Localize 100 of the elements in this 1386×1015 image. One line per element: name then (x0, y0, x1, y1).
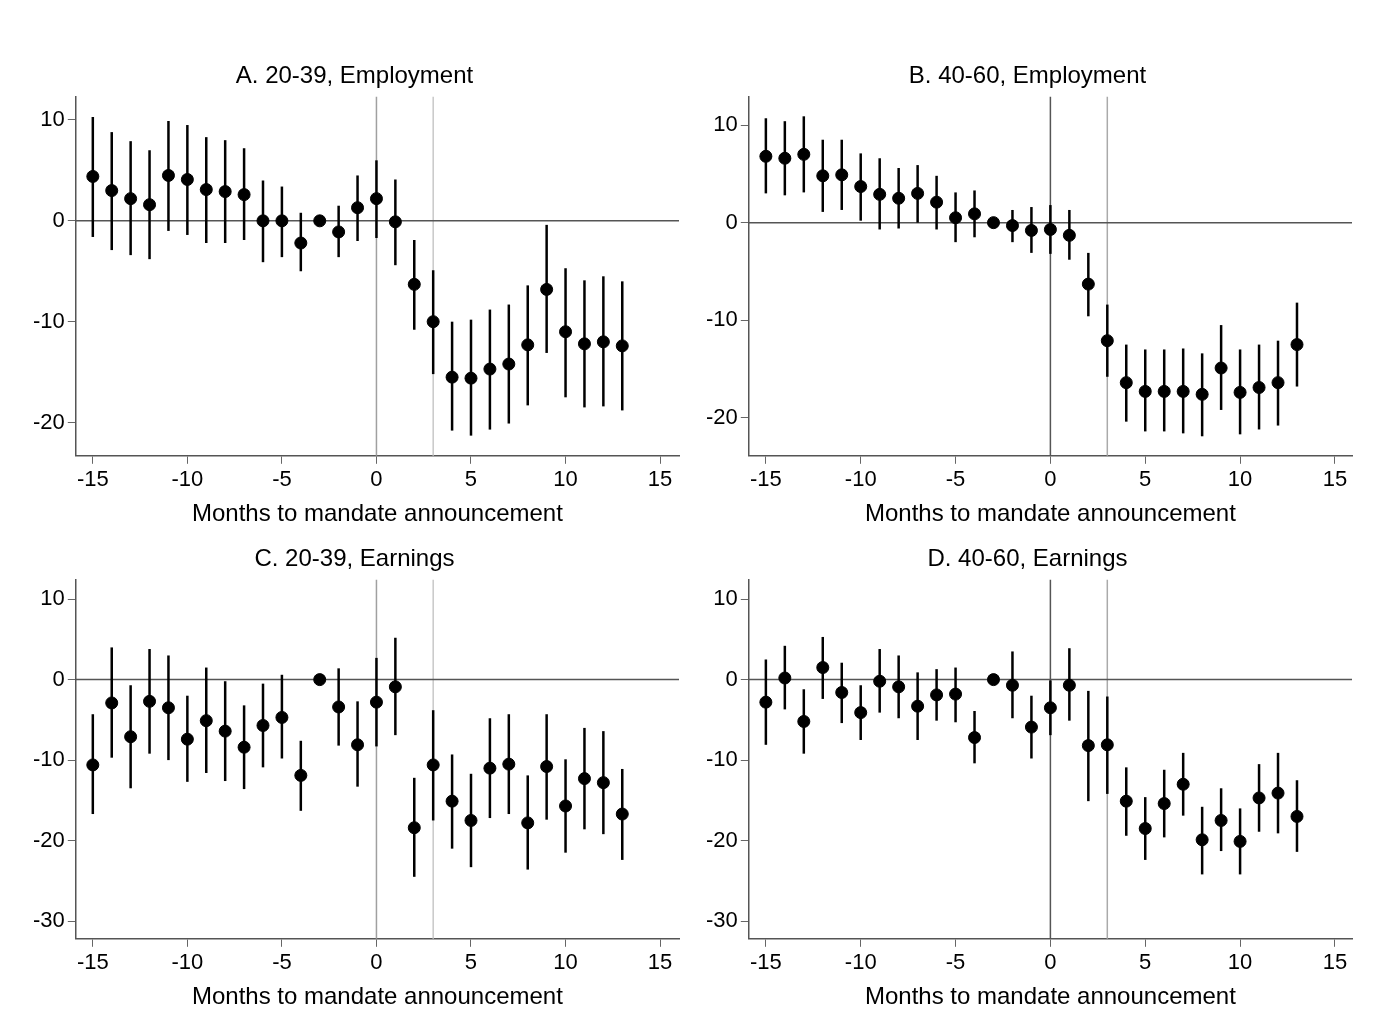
point (615, 339, 629, 353)
point (1157, 384, 1171, 398)
point (351, 201, 365, 215)
point (1005, 219, 1019, 233)
point (854, 706, 868, 720)
point (199, 714, 213, 728)
point (521, 816, 535, 830)
point (86, 169, 100, 183)
point (199, 183, 213, 197)
point (986, 673, 1000, 687)
point (483, 761, 497, 775)
point (1119, 794, 1133, 808)
x-tick-label: 5 (464, 466, 478, 492)
x-tick-label: -15 (76, 466, 109, 492)
x-tick-label: -10 (171, 466, 204, 492)
point (464, 813, 478, 827)
point (1214, 813, 1228, 827)
point (1176, 384, 1190, 398)
point (180, 732, 194, 746)
point (911, 186, 925, 200)
point (892, 191, 906, 205)
y-tick-label: -10 (706, 746, 738, 772)
point (778, 671, 792, 685)
point (986, 216, 1000, 230)
y-tick-label: -10 (706, 306, 738, 332)
point (559, 799, 573, 813)
y-tick-label: 10 (713, 111, 738, 137)
x-tick-label: -15 (749, 949, 782, 975)
point (1138, 822, 1152, 836)
point (968, 207, 982, 221)
point (577, 772, 591, 786)
x-tick-label: 0 (370, 466, 383, 492)
point (313, 214, 327, 228)
point (256, 214, 270, 228)
point (161, 701, 175, 715)
point (105, 184, 119, 198)
point (124, 192, 138, 206)
x-tick-label: 15 (647, 949, 673, 975)
point (1138, 384, 1152, 398)
x-tick-label: -15 (76, 949, 109, 975)
point (161, 168, 175, 182)
x-tick-label: 10 (553, 949, 578, 975)
point (464, 371, 478, 385)
point (105, 696, 119, 710)
point (143, 198, 157, 212)
x-tick-label: -5 (945, 949, 966, 975)
y-tick-label: -30 (33, 907, 65, 933)
point (1157, 797, 1171, 811)
point (1024, 223, 1038, 237)
point (388, 215, 402, 229)
point (797, 714, 811, 728)
point (521, 338, 535, 352)
point (968, 731, 982, 745)
x-tick-label: -5 (272, 949, 292, 975)
y-tick-label: -20 (33, 826, 65, 852)
point (445, 370, 459, 384)
point (797, 147, 811, 161)
x-tick-label: -15 (749, 466, 782, 492)
y-tick-label: 10 (713, 585, 738, 611)
point (1233, 834, 1247, 848)
point (615, 807, 629, 821)
point (1271, 786, 1285, 800)
y-tick-label: -10 (33, 746, 65, 772)
point (1290, 809, 1304, 823)
point (930, 195, 944, 209)
point (759, 695, 773, 709)
point (559, 325, 573, 339)
point (873, 674, 887, 688)
point (1252, 791, 1266, 805)
point (835, 168, 849, 182)
point (816, 661, 830, 675)
point (294, 236, 308, 250)
point (577, 337, 591, 351)
point (351, 738, 365, 752)
chart-title: C. 20-39, Earnings (254, 544, 455, 572)
point (1100, 738, 1114, 752)
point (369, 192, 383, 206)
x-tick-label: 5 (1139, 949, 1152, 975)
point (1043, 701, 1057, 715)
point (596, 776, 610, 790)
point (218, 185, 232, 199)
point (332, 225, 346, 239)
point (1252, 381, 1266, 395)
point (294, 768, 308, 782)
y-tick-label: 10 (40, 585, 65, 611)
x-tick-label: -10 (844, 949, 877, 975)
y-tick-label: -20 (706, 403, 738, 429)
point (596, 335, 610, 349)
point (426, 758, 440, 772)
x-tick-label: 10 (1227, 466, 1253, 492)
point (873, 187, 887, 201)
point (1100, 334, 1114, 348)
x-tick-label: 5 (464, 949, 478, 975)
point (892, 680, 906, 694)
point (1195, 387, 1209, 401)
point (930, 688, 944, 702)
y-tick-label: 0 (52, 665, 65, 691)
point (1195, 833, 1209, 847)
x-tick-label: -10 (844, 466, 877, 492)
x-tick-label: 0 (1044, 949, 1057, 975)
